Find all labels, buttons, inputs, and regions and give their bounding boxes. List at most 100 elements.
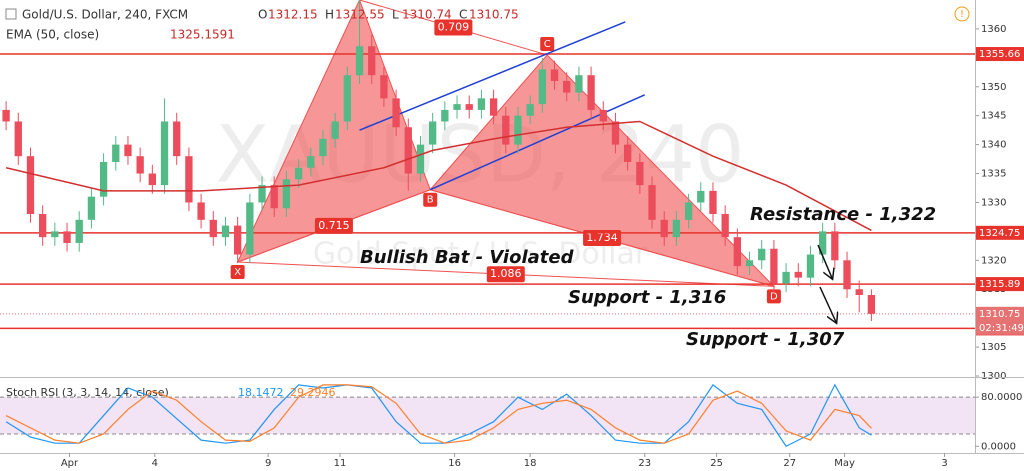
x-tick-label: 25: [710, 458, 723, 469]
ohlc-value: 1312.55: [335, 8, 385, 22]
candle-body: [87, 196, 96, 220]
y-tick-label: 1340: [981, 140, 1006, 151]
annotation: Support - 1,307: [686, 329, 845, 350]
rsi-k-value: 18.1472: [238, 386, 284, 399]
ohlc-value: 1310.75: [469, 8, 519, 22]
candle-body: [697, 190, 705, 203]
candle-body: [404, 127, 412, 174]
x-tick-label: 4: [152, 458, 158, 469]
y-tick-label: 1300: [981, 371, 1006, 382]
annotation: Bullish Bat - Violated: [360, 247, 575, 268]
candle-body: [624, 144, 632, 162]
candle-body: [441, 109, 449, 122]
ratio-label: 1.086: [490, 267, 522, 280]
ratio-box: [314, 217, 353, 234]
collapse-icon[interactable]: [5, 8, 17, 20]
candle-body: [294, 167, 303, 180]
candle-body: [197, 202, 205, 220]
candle-body: [794, 271, 802, 278]
candle-body: [587, 75, 595, 110]
candle-body: [63, 231, 71, 243]
candle-body: [416, 144, 425, 174]
candle-body: [867, 295, 876, 314]
point-box: [540, 36, 555, 51]
point-box: [423, 192, 438, 207]
x-tick-label: 9: [265, 458, 271, 469]
price-box-label: 1355.66: [979, 49, 1020, 60]
alert-icon[interactable]: [954, 6, 970, 22]
candle-body: [465, 104, 473, 110]
candle-body: [831, 231, 839, 261]
candle-body: [380, 75, 388, 99]
channel-line: [359, 21, 626, 131]
candle-body: [733, 237, 741, 267]
candle-body: [258, 185, 266, 203]
candle-body: [185, 156, 193, 203]
rsi-band: [0, 397, 975, 434]
candle-body: [599, 109, 607, 122]
candle-body: [489, 98, 498, 116]
point-label: B: [427, 195, 434, 206]
candle-body: [14, 121, 22, 157]
point-box: [766, 289, 781, 304]
candle-body: [672, 219, 681, 238]
ohlc-letter: L: [392, 8, 399, 22]
candle-body: [477, 98, 486, 110]
ema-value: 1325.1591: [170, 28, 235, 42]
ratio-label: 1.734: [586, 231, 618, 244]
rsi-line: [5, 384, 872, 444]
rsi-title: Stoch RSI (3, 3, 14, 14, close): [6, 386, 169, 399]
candle-body: [538, 69, 546, 105]
ohlc-value: 1312.15: [268, 8, 318, 22]
candle-body: [246, 202, 254, 255]
candle-body: [429, 121, 437, 145]
candle-body: [563, 80, 571, 93]
candle-body: [270, 185, 278, 209]
x-tick-label: 18: [524, 458, 537, 469]
candle-body: [392, 98, 400, 128]
x-tick-label: Apr: [61, 458, 79, 469]
price-box: [976, 225, 1024, 240]
candle-body: [855, 289, 863, 296]
point-label: C: [544, 39, 551, 50]
candle-body: [39, 214, 47, 238]
x-tick-label: 23: [638, 458, 651, 469]
candle-body: [611, 121, 620, 145]
arrow: [817, 244, 832, 278]
ratio-box: [486, 266, 525, 283]
point-label: X: [234, 267, 241, 278]
candle-body: [684, 202, 693, 220]
ohlc-letter: H: [325, 8, 334, 22]
candle-body: [843, 260, 851, 290]
annotation: Resistance - 1,322: [750, 204, 936, 225]
annotation: Support - 1,316: [568, 287, 726, 308]
candle-body: [282, 179, 291, 209]
candle-body: [745, 260, 754, 267]
candle-body: [343, 75, 351, 122]
channel-line: [429, 94, 646, 191]
candle-body: [355, 46, 364, 76]
y-tick-label: 1350: [981, 82, 1006, 93]
candle-body: [636, 161, 644, 186]
y-tick-label: 1345: [981, 111, 1006, 122]
chart-title: Gold/U.S. Dollar, 240, FXCM: [22, 8, 188, 22]
candle-body: [453, 104, 461, 110]
y-tick-label: 1330: [981, 197, 1006, 208]
y-tick-label: 0.0000: [981, 441, 1016, 452]
y-tick-label: 1305: [981, 342, 1006, 353]
candle-body: [99, 161, 108, 197]
price-box: [976, 47, 1024, 62]
last-price-label: 1310.75: [979, 309, 1020, 320]
x-tick-label: 16: [448, 458, 461, 469]
arrow: [819, 286, 836, 322]
candle-body: [648, 185, 656, 220]
ratio-label: 0.715: [318, 219, 350, 232]
candle-body: [331, 121, 339, 139]
point-label: D: [770, 291, 778, 302]
candle-body: [770, 248, 778, 284]
candle-body: [209, 219, 217, 238]
ema-label: EMA (50, close): [6, 28, 99, 42]
candle-body: [160, 121, 169, 186]
candle-body: [514, 115, 522, 145]
candle-body: [124, 144, 132, 157]
